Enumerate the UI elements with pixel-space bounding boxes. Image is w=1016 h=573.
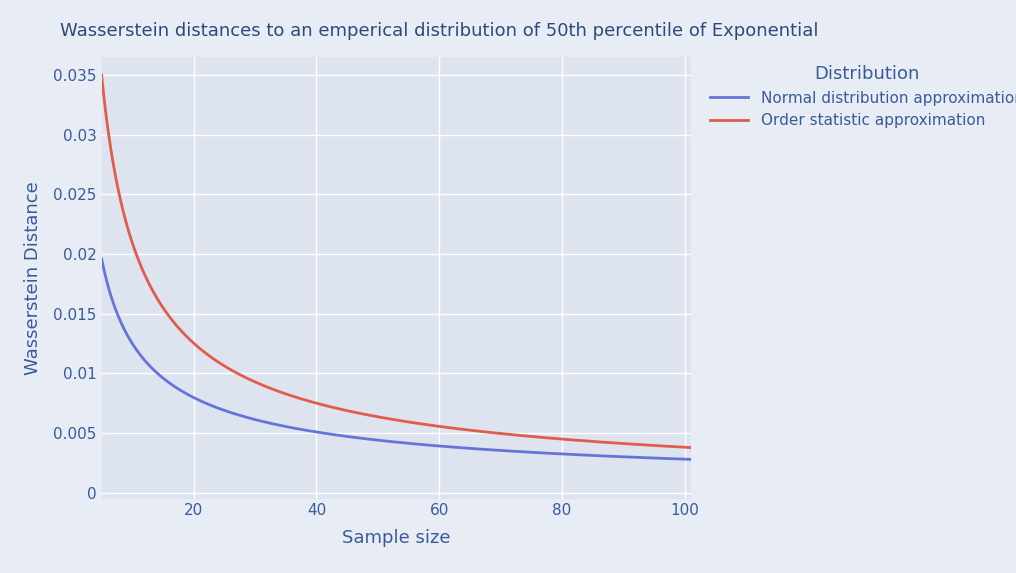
Order statistic approximation [155,303,168,309]
Normal distribution approximation [334,432,346,439]
Legend: Normal distribution approximation, Order statistic approximation: Normal distribution approximation, Order… [710,65,1016,128]
Order statistic approximation [334,406,346,413]
Order statistic approximation [355,410,367,417]
Order statistic approximation [500,431,512,438]
Order statistic approximation [555,435,567,442]
Normal distribution approximation [96,256,108,262]
Order statistic approximation [685,444,697,451]
Normal distribution approximation [500,448,512,454]
Normal distribution approximation [355,435,367,442]
Text: Wasserstein distances to an emperical distribution of 50th percentile of Exponen: Wasserstein distances to an emperical di… [60,22,819,41]
Order statistic approximation [96,72,108,79]
Normal distribution approximation [555,450,567,457]
Line: Order statistic approximation: Order statistic approximation [102,75,691,448]
Normal distribution approximation [566,451,578,458]
Y-axis label: Wasserstein Distance: Wasserstein Distance [24,181,42,375]
Line: Normal distribution approximation: Normal distribution approximation [102,259,691,460]
Normal distribution approximation [155,374,168,380]
Normal distribution approximation [685,456,697,463]
Order statistic approximation [566,437,578,444]
X-axis label: Sample size: Sample size [342,529,450,547]
